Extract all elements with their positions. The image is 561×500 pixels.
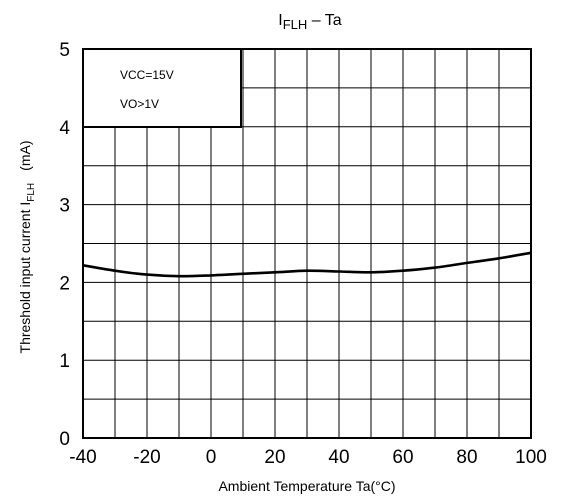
chart-title-subscript: FLH — [283, 17, 308, 32]
x-axis-ticks: -40 -20 0 20 40 60 80 100 — [69, 447, 547, 468]
y-axis-label-subscript: FLH — [26, 183, 37, 202]
condition-vo: VO>1V — [120, 97, 159, 111]
x-tick-label: 80 — [456, 447, 477, 468]
condition-vcc: VCC=15V — [120, 68, 174, 82]
y-tick-label: 2 — [59, 273, 70, 294]
y-tick-label: 0 — [59, 429, 70, 450]
y-tick-label: 5 — [59, 40, 70, 61]
y-axis-label: Threshold input current IFLH(mA) — [17, 141, 37, 354]
series-line — [82, 251, 532, 278]
y-tick-label: 4 — [59, 118, 70, 139]
y-tick-label: 1 — [59, 351, 70, 372]
plot-frame — [82, 48, 532, 439]
x-tick-label: 100 — [515, 447, 547, 468]
x-tick-label: -40 — [69, 447, 96, 468]
x-tick-label: 20 — [264, 447, 285, 468]
y-axis-ticks: 0 1 2 3 4 5 — [59, 40, 70, 450]
x-tick-label: 0 — [206, 447, 217, 468]
condition-box — [82, 48, 242, 128]
x-tick-label: 40 — [328, 447, 349, 468]
grid — [83, 49, 531, 438]
x-tick-label: -20 — [133, 447, 160, 468]
chart-title: IFLH – Ta — [278, 12, 342, 32]
x-tick-label: 60 — [392, 447, 413, 468]
y-tick-label: 3 — [59, 196, 70, 217]
x-axis-label: Ambient Temperature Ta(°C) — [218, 478, 395, 494]
